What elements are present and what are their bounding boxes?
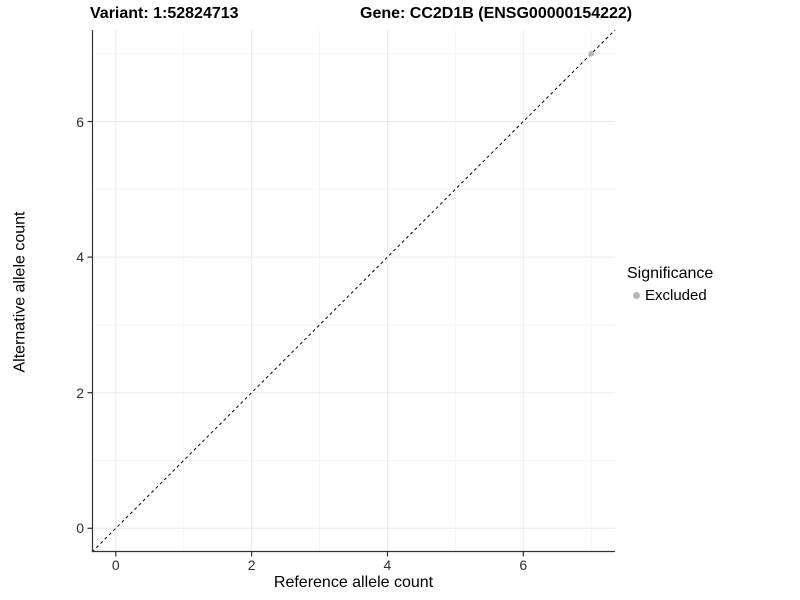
data-point-excluded — [588, 50, 595, 57]
legend-title: Significance — [627, 265, 714, 282]
legend: Significance Excluded — [627, 265, 713, 304]
identity-line — [91, 29, 616, 553]
x-axis-label: Reference allele count — [273, 574, 434, 591]
legend-key — [627, 286, 645, 304]
x-tick-label: 2 — [247, 557, 256, 573]
x-tick-label: 0 — [111, 557, 120, 573]
x-tick-label: 6 — [519, 557, 528, 573]
plot-panel — [87, 29, 616, 557]
y-tick-label: 0 — [76, 520, 84, 537]
title-variant: Variant: 1:52824713 — [90, 5, 239, 22]
plot-title: Variant: 1:52824713 Gene: CC2D1B (ENSG00… — [0, 5, 800, 27]
legend-item-excluded: Excluded — [627, 286, 713, 304]
x-tick-label: 4 — [383, 557, 392, 573]
y-tick-label: 4 — [76, 249, 84, 266]
y-tick-label: 6 — [76, 113, 84, 130]
title-gene: Gene: CC2D1B (ENSG00000154222) — [360, 5, 633, 22]
excluded-point-icon — [632, 291, 640, 299]
legend-item-label: Excluded — [645, 286, 707, 304]
y-tick-label: 2 — [76, 384, 84, 401]
plot-canvas — [87, 29, 616, 557]
y-axis-label: Alternative allele count — [11, 211, 29, 373]
